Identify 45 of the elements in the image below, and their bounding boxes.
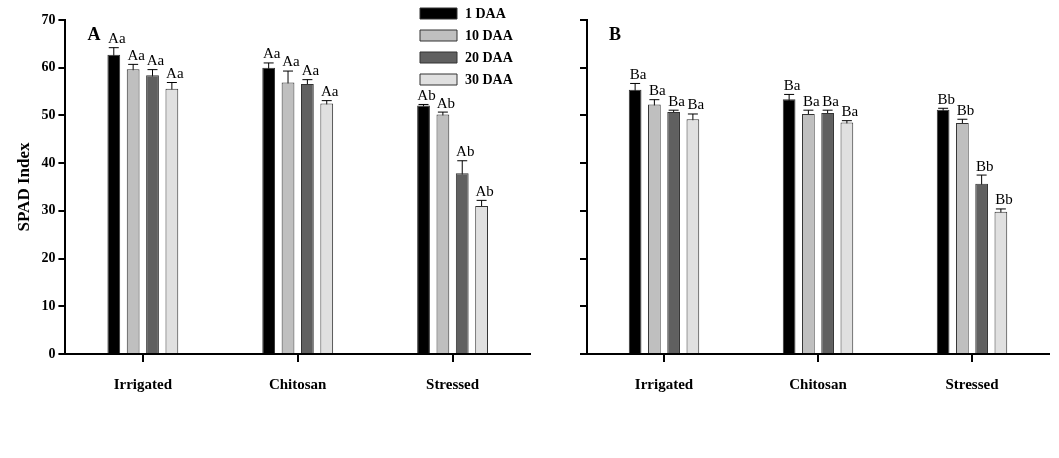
x-tick-label: Chitosan [268, 375, 328, 392]
data-label: Aa [146, 52, 165, 69]
data-label: Ba [822, 92, 840, 109]
data-label: Ba [629, 65, 647, 82]
legend-label: 30 DAA [465, 71, 514, 87]
y-tick-label: 20 [41, 250, 56, 266]
data-label: Ba [783, 76, 801, 93]
y-tick-label: 40 [41, 154, 56, 170]
y-axis-title: SPAD Index [13, 142, 33, 232]
legend-label: 10 DAA [465, 27, 514, 43]
x-tick-label: Chitosan [789, 375, 848, 392]
data-label: Ba [687, 96, 705, 113]
data-label: Aa [127, 46, 146, 63]
y-tick-label: 50 [41, 107, 56, 123]
data-label: Bb [995, 191, 1013, 208]
legend-label: 20 DAA [465, 49, 514, 65]
data-label: Ab [417, 86, 436, 103]
y-tick-label: 60 [41, 59, 56, 75]
data-label: Ab [475, 182, 494, 199]
data-label: Aa [262, 45, 281, 62]
annotation: A [87, 23, 101, 44]
data-label: Aa [166, 64, 184, 81]
y-tick-label: 10 [41, 297, 56, 313]
data-label: Ab [456, 143, 475, 160]
x-tick-label: Irrigated [634, 375, 694, 392]
data-label: Bb [975, 157, 994, 174]
data-label: Ba [649, 82, 667, 99]
data-label: Bb [937, 90, 955, 107]
data-label: Ba [668, 92, 686, 109]
data-label: Ab [436, 94, 456, 111]
y-tick-label: 70 [41, 11, 56, 27]
data-label: Aa [301, 62, 320, 79]
annotation: B [609, 23, 622, 44]
data-label: Aa [282, 53, 301, 70]
y-tick-label: 0 [48, 345, 56, 361]
data-label: Ba [803, 92, 821, 109]
x-tick-label: Irrigated [113, 375, 173, 392]
data-label: Ba [841, 103, 859, 120]
data-label: Aa [320, 83, 339, 100]
y-tick-label: 30 [41, 202, 56, 218]
x-tick-label: Stressed [945, 375, 1000, 392]
x-tick-label: Stressed [426, 375, 480, 392]
data-label: Aa [108, 30, 126, 47]
legend-label: 1 DAA [465, 5, 507, 21]
data-label: Bb [956, 101, 975, 118]
